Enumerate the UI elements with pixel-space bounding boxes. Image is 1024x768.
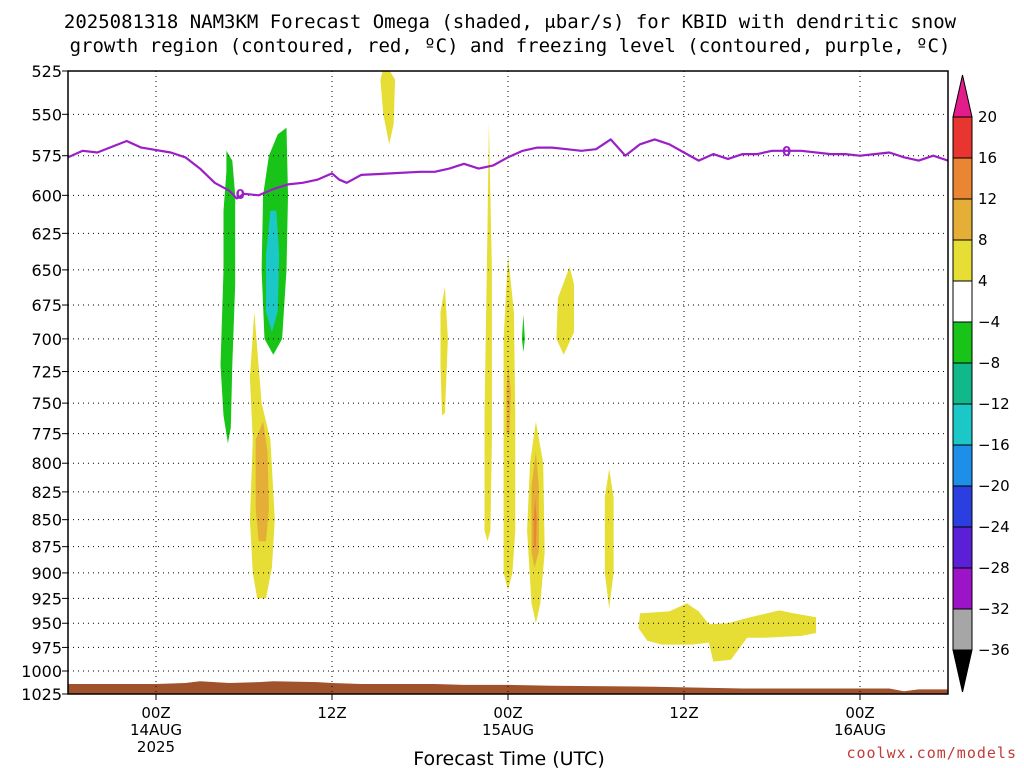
y-tick-label: 1025 [21, 685, 62, 704]
omega-shaded-region [220, 150, 236, 444]
freezing-level-contour-label: 0 [236, 188, 245, 203]
colorbar-band [953, 609, 972, 651]
colorbar-band [953, 568, 972, 610]
y-tick-label: 1000 [21, 662, 62, 681]
chart-title-line-2: growth region (contoured, red, ºC) and f… [70, 35, 951, 57]
colorbar-tick-label: 8 [978, 231, 988, 249]
colorbar-tick-label: −20 [978, 477, 1010, 495]
x-tick-label: 00Z [845, 704, 874, 722]
chart-title-line-1: 2025081318 NAM3KM Forecast Omega (shaded… [64, 11, 957, 33]
colorbar-band [953, 199, 972, 241]
y-tick-label: 800 [31, 454, 62, 473]
plot-area: 00 [67, 70, 949, 695]
y-tick-label: 975 [31, 638, 62, 657]
y-tick-label: 900 [31, 564, 62, 583]
colorbar-arrow-top [952, 74, 973, 118]
colorbar: 20 16 12 8 4 −4 −8 −12 −16 −20 −24 −28 −32 −36 [952, 74, 1010, 693]
colorbar-tick-label: −24 [978, 518, 1010, 536]
y-tick-label: 850 [31, 511, 62, 530]
terrain-fill [68, 681, 948, 694]
colorbar-tick-label: −8 [978, 354, 1000, 372]
y-tick-label: 575 [31, 147, 62, 166]
colorbar-tick-label: 4 [978, 272, 988, 290]
omega-shaded-region [440, 286, 448, 416]
colorbar-tick-label: −36 [978, 641, 1010, 659]
x-tick-label: 16AUG [834, 721, 886, 739]
y-tick-label: 675 [31, 296, 62, 315]
y-tick-label: 925 [31, 589, 62, 608]
colorbar-band [953, 404, 972, 446]
y-tick-label: 650 [31, 261, 62, 280]
colorbar-band [953, 363, 972, 405]
colorbar-band [953, 445, 972, 487]
grid-lines [68, 71, 948, 694]
y-tick-label: 825 [31, 483, 62, 502]
y-tick-label: 950 [31, 614, 62, 633]
colorbar-arrow-bottom [952, 649, 973, 693]
y-tick-label: 700 [31, 330, 62, 349]
y-tick-label: 775 [31, 425, 62, 444]
colorbar-band [953, 527, 972, 569]
colorbar-band [953, 281, 972, 323]
y-tick-label: 875 [31, 538, 62, 557]
colorbar-band [953, 117, 972, 159]
colorbar-band [953, 158, 972, 200]
freezing-level-contour-label: 0 [782, 145, 791, 160]
omega-shaded-region [255, 421, 269, 542]
colorbar-tick-label: 16 [978, 149, 997, 167]
y-tick-label: 550 [31, 105, 62, 124]
colorbar-tick-label: −28 [978, 559, 1010, 577]
colorbar-band [953, 486, 972, 528]
colorbar-tick-label: −12 [978, 395, 1010, 413]
y-tick-label: 600 [31, 186, 62, 205]
x-tick-label: 15AUG [482, 721, 534, 739]
omega-shaded-region [604, 469, 614, 609]
plot-content: 00 [68, 71, 948, 694]
x-tick-label: 12Z [669, 704, 698, 722]
x-tick-label: 14AUG [130, 721, 182, 739]
colorbar-tick-label: 20 [978, 108, 997, 126]
omega-shaded-region [533, 497, 537, 547]
colorbar-tick-label: −16 [978, 436, 1010, 454]
x-tick-label: 00Z [141, 704, 170, 722]
omega-shaded-region [638, 603, 816, 662]
y-tick-label: 525 [31, 62, 62, 81]
omega-shaded-region [484, 122, 492, 542]
colorbar-tick-label: −32 [978, 600, 1010, 618]
x-axis-label: Forecast Time (UTC) [413, 748, 604, 768]
omega-shaded-region [521, 314, 525, 353]
x-tick-label: 00Z [493, 704, 522, 722]
freezing-level-line [68, 138, 948, 200]
y-tick-label: 725 [31, 363, 62, 382]
omega-shaded-region [380, 71, 396, 145]
colorbar-band [953, 322, 972, 364]
colorbar-tick-label: 12 [978, 190, 997, 208]
colorbar-tick-label: −4 [978, 313, 1000, 331]
x-tick-label: 12Z [317, 704, 346, 722]
omega-shaded-region [556, 267, 574, 355]
y-tick-label: 625 [31, 224, 62, 243]
y-tick-label: 750 [31, 394, 62, 413]
omega-shaded-region [266, 210, 280, 333]
y-axis: 525 550 575 600 625 650 675 700 725 750 775 800 825 8… [21, 62, 68, 704]
x-tick-label: 2025 [137, 738, 175, 756]
credit-text: coolwx.com/models [846, 744, 1017, 762]
colorbar-band [953, 240, 972, 282]
